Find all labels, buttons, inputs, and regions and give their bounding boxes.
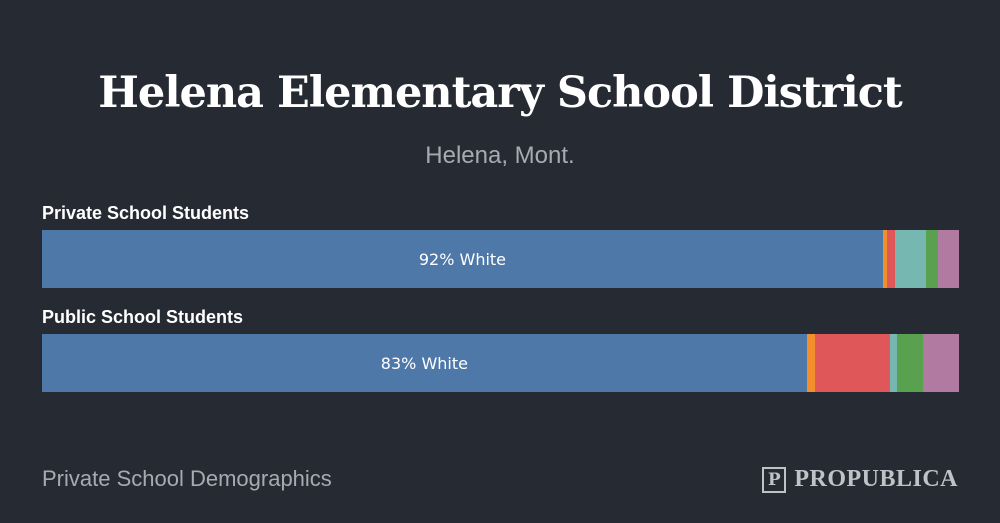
bar-segment-red (815, 334, 891, 392)
footer-source-label: Private School Demographics (42, 466, 332, 491)
public-students-bar: 83% White (42, 334, 959, 392)
bar-segment-white: 83% White (42, 334, 807, 392)
bar-segment-green (896, 334, 924, 392)
private-students-label: Private School Students (42, 203, 250, 223)
bar-segment-teal (890, 334, 897, 392)
bar-segment-orange (806, 334, 816, 392)
bar-segment-label: 83% White (380, 353, 468, 373)
bar-segment-red (886, 230, 895, 288)
propublica-logo-icon: P (762, 466, 787, 493)
bar-segment-white: 92% White (42, 230, 883, 288)
bar-segment-purple (937, 230, 959, 288)
propublica-logo-text: PROPUBLICA (794, 466, 958, 492)
bar-segment-green (925, 230, 938, 288)
bar-segment-teal (894, 230, 926, 288)
bar-segment-label: 92% White (418, 249, 507, 269)
propublica-logo[interactable]: P PROPUBLICA (762, 466, 958, 493)
private-students-bar: 92% White (42, 230, 959, 288)
public-students-label: Public School Students (42, 307, 244, 327)
page-subtitle: Helena, Mont. (425, 142, 575, 169)
page-title: Helena Elementary School District (98, 68, 903, 118)
bar-segment-orange (882, 230, 887, 288)
bar-segment-purple (923, 334, 959, 392)
